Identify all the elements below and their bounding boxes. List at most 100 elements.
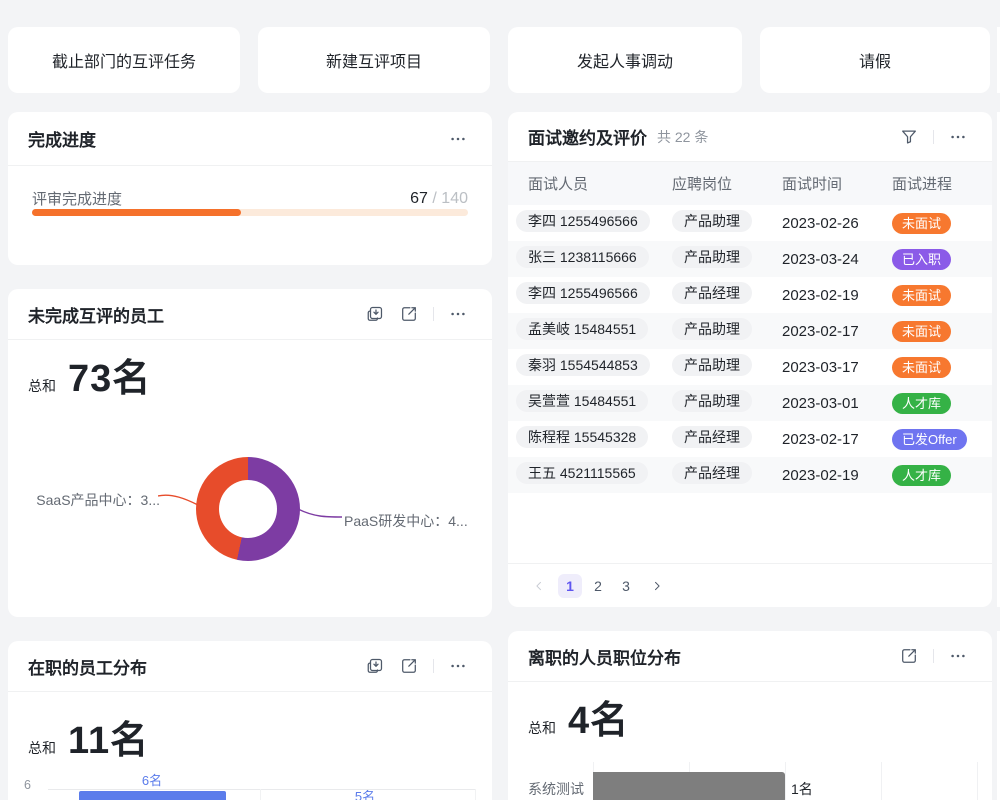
y-axis-tick: 6	[24, 778, 31, 792]
col-header-interviewee: 面试人员	[528, 176, 589, 193]
table-row[interactable]: 张三 1238115666 产品助理 2023-03-24 已入职	[508, 241, 992, 277]
next-page-icon[interactable]	[646, 575, 668, 597]
donut-label-saas: SaaS产品中心：3...	[36, 492, 160, 508]
interview-date: 2023-03-24	[782, 250, 859, 268]
page-button-1[interactable]: 1	[558, 573, 582, 598]
position-pill: 产品助理	[672, 353, 752, 376]
new-review-project-button[interactable]: 新建互评项目	[258, 27, 490, 93]
table-row[interactable]: 吴萱萱 15484551 产品助理 2023-03-01 人才库	[508, 385, 992, 421]
card-header: 完成进度	[8, 112, 492, 166]
donut-label-paas: PaaS研发中心：4...	[344, 513, 468, 529]
offscreen-card-sliver	[997, 631, 1000, 800]
table-row[interactable]: 孟美岐 15484551 产品助理 2023-02-17 未面试	[508, 313, 992, 349]
total-value: 73名	[68, 358, 152, 400]
gridline	[260, 789, 261, 800]
leave-request-button[interactable]: 请假	[760, 27, 990, 93]
gridline	[475, 789, 476, 800]
open-external-icon[interactable]	[899, 646, 919, 666]
interview-date: 2023-02-17	[782, 430, 859, 448]
total-label: 总和	[28, 378, 56, 394]
page-button-3[interactable]: 3	[622, 577, 630, 594]
position-pill: 产品经理	[672, 461, 752, 484]
card-title: 面试邀约及评价	[528, 129, 647, 148]
total-value: 4名	[568, 700, 630, 742]
status-badge: 未面试	[892, 212, 952, 234]
status-badge: 人才库	[892, 392, 952, 414]
more-menu-icon[interactable]	[448, 656, 468, 676]
card-resigned-position-distribution: 离职的人员职位分布 总和 4名 系统测试 1名	[508, 631, 992, 800]
more-menu-icon[interactable]	[948, 127, 968, 147]
status-badge: 未面试	[892, 356, 952, 378]
status-badge: 未面试	[892, 320, 952, 342]
progress-bar-fill	[32, 209, 241, 216]
interview-date: 2023-02-26	[782, 214, 859, 232]
interview-date: 2023-03-01	[782, 394, 859, 412]
bar-value-label-2: 5名	[354, 789, 376, 800]
quick-actions-row: 截止部门的互评任务 新建互评项目 发起人事调动 请假	[8, 27, 990, 93]
total-summary: 总和 73名	[28, 347, 151, 402]
leader-line-right	[298, 508, 342, 518]
status-badge: 已发Offer	[892, 428, 967, 450]
interview-date: 2023-03-17	[782, 358, 859, 376]
total-label: 总和	[28, 740, 56, 756]
bar-value-label-1: 6名	[141, 773, 163, 788]
position-pill: 产品经理	[672, 281, 752, 304]
bar-system-test[interactable]	[593, 772, 785, 800]
previous-page-icon[interactable]	[528, 575, 550, 597]
bar-value-label: 1名	[791, 781, 813, 797]
card-title: 离职的人员职位分布	[528, 648, 681, 668]
table-row[interactable]: 王五 4521115565 产品经理 2023-02-19 人才库	[508, 457, 992, 493]
gridline	[881, 762, 882, 800]
status-badge: 人才库	[892, 464, 952, 486]
interview-date: 2023-02-19	[782, 466, 859, 484]
bar-track	[593, 772, 977, 800]
position-pill: 产品助理	[672, 389, 752, 412]
total-value: 11名	[68, 720, 150, 762]
card-title: 在职的员工分布	[28, 658, 147, 678]
card-header: 在职的员工分布	[8, 641, 492, 692]
icon-divider	[933, 129, 934, 144]
start-personnel-transfer-button[interactable]: 发起人事调动	[508, 27, 742, 93]
total-summary: 总和 4名	[528, 689, 629, 744]
table-row[interactable]: 陈程程 15545328 产品经理 2023-02-17 已发Offer	[508, 421, 992, 457]
table-header-row: 面试人员 应聘岗位 面试时间 面试进程	[508, 162, 992, 205]
candidate-name-pill: 陈程程 15545328	[516, 425, 649, 448]
more-menu-icon[interactable]	[448, 304, 468, 324]
col-header-time: 面试时间	[782, 176, 843, 193]
download-icon[interactable]	[365, 304, 385, 324]
status-badge: 未面试	[892, 284, 952, 306]
candidate-name-pill: 李四 1255496566	[516, 209, 650, 232]
card-header: 未完成互评的员工	[8, 289, 492, 340]
position-pill: 产品助理	[672, 245, 752, 268]
page-button-2[interactable]: 2	[594, 577, 602, 594]
bar-category-label: 系统测试	[528, 781, 584, 797]
progress-label: 评审完成进度	[32, 191, 123, 208]
card-completion-progress: 完成进度 评审完成进度 67 / 140	[8, 112, 492, 265]
gridline	[977, 762, 978, 800]
position-pill: 产品经理	[672, 425, 752, 448]
download-icon[interactable]	[365, 656, 385, 676]
more-menu-icon[interactable]	[448, 129, 468, 149]
table-row[interactable]: 李四 1255496566 产品经理 2023-02-19 未面试	[508, 277, 992, 313]
status-badge: 已入职	[892, 248, 952, 270]
table-row[interactable]: 李四 1255496566 产品助理 2023-02-26 未面试	[508, 205, 992, 241]
interview-table-body: 李四 1255496566 产品助理 2023-02-26 未面试 张三 123…	[508, 205, 992, 493]
card-header: 离职的人员职位分布	[508, 631, 992, 682]
candidate-name-pill: 王五 4521115565	[516, 461, 648, 484]
card-active-staff-distribution: 在职的员工分布 总和 11名 6名 5名 6	[8, 641, 492, 800]
donut-chart[interactable]	[196, 457, 300, 561]
filter-icon[interactable]	[899, 127, 919, 147]
record-count: 共 22 条	[657, 128, 709, 145]
leader-line-left	[158, 494, 198, 506]
bar-saas[interactable]	[79, 791, 226, 800]
interview-date: 2023-02-17	[782, 322, 859, 340]
gridline	[48, 789, 476, 790]
candidate-name-pill: 孟美岐 15484551	[516, 317, 649, 340]
table-row[interactable]: 秦羽 1554544853 产品助理 2023-03-17 未面试	[508, 349, 992, 385]
close-review-task-button[interactable]: 截止部门的互评任务	[8, 27, 240, 93]
open-external-icon[interactable]	[399, 656, 419, 676]
total-summary: 总和 11名	[28, 709, 149, 764]
open-external-icon[interactable]	[399, 304, 419, 324]
more-menu-icon[interactable]	[948, 646, 968, 666]
